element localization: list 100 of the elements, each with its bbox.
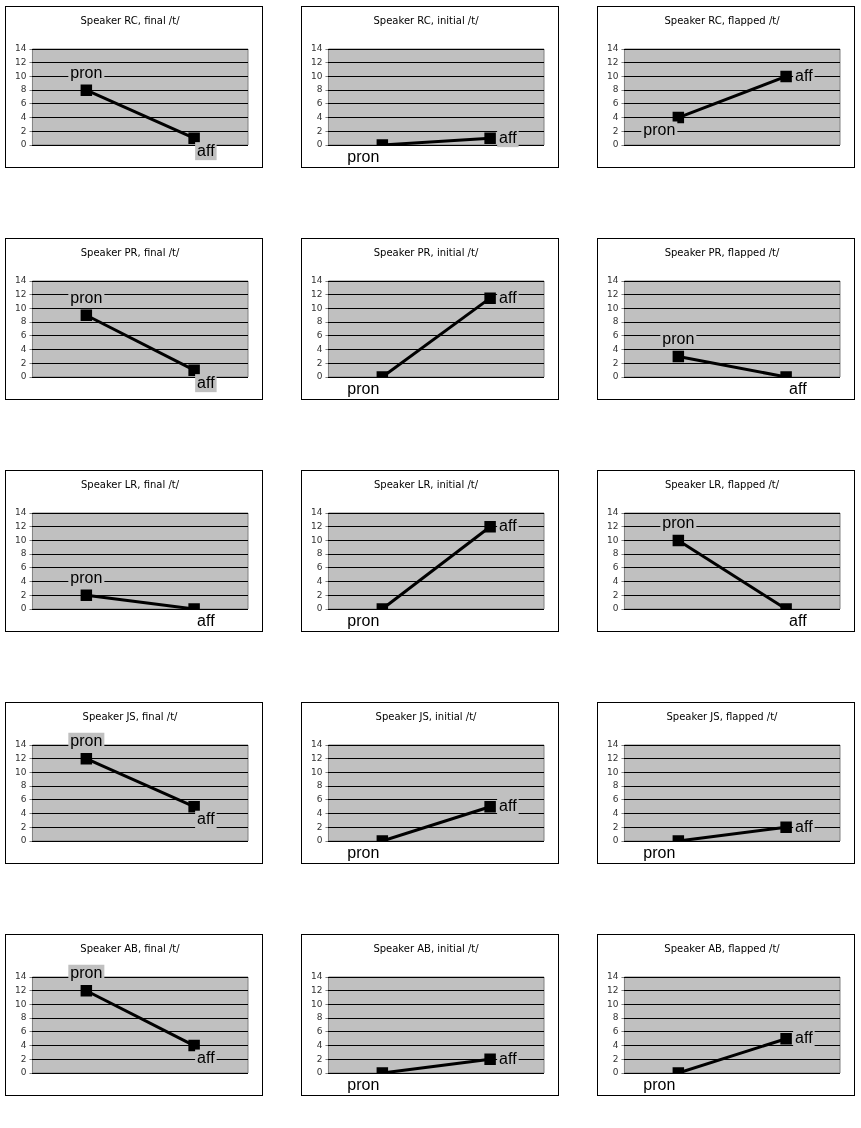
- y-tick-label: 4: [612, 343, 619, 354]
- y-tick-label: 10: [15, 534, 27, 545]
- x-tick-label: aff: [499, 128, 518, 146]
- y-tick-label: 0: [612, 835, 619, 846]
- y-tick-label: 4: [612, 807, 619, 818]
- x-tick-label: pron: [70, 568, 103, 586]
- y-tick-label: 8: [20, 316, 27, 327]
- y-tick-label: 8: [316, 84, 323, 95]
- y-tick-label: 8: [20, 780, 27, 791]
- x-tick-label: aff: [789, 380, 808, 398]
- y-tick-label: 10: [15, 766, 27, 777]
- y-tick-label: 14: [607, 43, 619, 54]
- chart-title: Speaker AB, initial /t/: [373, 942, 480, 954]
- y-tick-label: 6: [612, 1026, 619, 1037]
- y-tick-label: 8: [612, 84, 619, 95]
- x-tick-label: aff: [499, 517, 518, 535]
- y-tick-label: 12: [15, 985, 27, 996]
- y-tick-label: 14: [15, 275, 27, 286]
- x-tick-label: aff: [795, 1029, 814, 1047]
- y-tick-label: 14: [15, 739, 27, 750]
- x-tick-label: pron: [70, 288, 103, 306]
- y-tick-label: 14: [607, 507, 619, 518]
- y-tick-label: 6: [612, 794, 619, 805]
- y-tick-label: 4: [20, 575, 27, 586]
- x-tick-label: aff: [789, 612, 808, 630]
- chart-title: Speaker JS, final /t/: [82, 710, 179, 722]
- y-tick-label: 4: [316, 807, 323, 818]
- y-tick-label: 2: [612, 1053, 619, 1064]
- y-tick-label: 10: [607, 534, 619, 545]
- y-tick-label: 8: [316, 548, 323, 559]
- y-tick-label: 12: [311, 57, 323, 68]
- y-tick-label: 0: [316, 1067, 323, 1078]
- y-tick-label: 14: [15, 507, 27, 518]
- y-tick-label: 10: [311, 70, 323, 81]
- y-tick-label: 2: [20, 357, 27, 368]
- y-tick-label: 14: [311, 971, 323, 982]
- y-tick-label: 10: [15, 302, 27, 313]
- chart-title: Speaker JS, initial /t/: [375, 710, 478, 722]
- y-tick-label: 6: [316, 330, 323, 341]
- y-tick-label: 12: [607, 521, 619, 532]
- x-tick-label: pron: [643, 844, 676, 862]
- x-tick-label: pron: [70, 732, 103, 750]
- x-tick-label: pron: [347, 1076, 380, 1094]
- y-tick-label: 8: [316, 780, 323, 791]
- y-tick-label: 8: [612, 316, 619, 327]
- y-tick-label: 0: [20, 1067, 27, 1078]
- y-tick-label: 0: [612, 1067, 619, 1078]
- x-tick-label: aff: [499, 288, 518, 306]
- y-tick-label: 0: [316, 139, 323, 150]
- y-tick-label: 2: [612, 357, 619, 368]
- y-tick-label: 12: [607, 753, 619, 764]
- chart-title: Speaker RC, final /t/: [80, 14, 181, 26]
- y-tick-label: 10: [311, 766, 323, 777]
- chart-title: Speaker PR, final /t/: [80, 246, 180, 258]
- y-tick-label: 2: [612, 589, 619, 600]
- y-tick-label: 6: [20, 1026, 27, 1037]
- y-tick-label: 12: [607, 985, 619, 996]
- y-tick-label: 8: [612, 780, 619, 791]
- y-tick-label: 4: [20, 111, 27, 122]
- x-tick-label: aff: [795, 817, 814, 835]
- x-tick-label: aff: [197, 612, 216, 630]
- y-tick-label: 12: [311, 985, 323, 996]
- y-tick-label: 10: [311, 998, 323, 1009]
- chart-title: Speaker PR, initial /t/: [373, 246, 479, 258]
- y-tick-label: 2: [20, 1053, 27, 1064]
- x-tick-label: aff: [795, 66, 814, 84]
- x-tick-label: pron: [347, 380, 380, 398]
- y-tick-label: 2: [316, 821, 323, 832]
- chart-title: Speaker LR, initial /t/: [373, 478, 479, 490]
- y-tick-label: 14: [311, 507, 323, 518]
- y-tick-label: 12: [311, 289, 323, 300]
- y-tick-label: 6: [612, 330, 619, 341]
- x-tick-label: pron: [662, 329, 695, 347]
- chart-title: Speaker RC, initial /t/: [373, 14, 480, 26]
- y-tick-label: 10: [311, 302, 323, 313]
- y-tick-label: 6: [20, 794, 27, 805]
- x-tick-label: aff: [197, 810, 216, 828]
- y-tick-label: 4: [612, 575, 619, 586]
- x-tick-label: pron: [347, 612, 380, 630]
- y-tick-label: 10: [607, 998, 619, 1009]
- y-tick-label: 6: [612, 98, 619, 109]
- y-tick-label: 0: [612, 603, 619, 614]
- y-tick-label: 14: [311, 739, 323, 750]
- y-tick-label: 6: [612, 562, 619, 573]
- chart-title: Speaker LR, flapped /t/: [664, 478, 780, 490]
- y-tick-label: 12: [15, 521, 27, 532]
- y-tick-label: 8: [20, 1012, 27, 1023]
- y-tick-label: 14: [15, 971, 27, 982]
- y-tick-label: 8: [316, 1012, 323, 1023]
- x-tick-label: pron: [70, 964, 103, 982]
- y-tick-label: 14: [311, 275, 323, 286]
- y-tick-label: 0: [316, 603, 323, 614]
- y-tick-label: 6: [20, 562, 27, 573]
- y-tick-label: 12: [311, 753, 323, 764]
- x-tick-label: aff: [499, 1049, 518, 1067]
- y-tick-label: 4: [316, 575, 323, 586]
- y-tick-label: 6: [316, 794, 323, 805]
- y-tick-label: 10: [311, 534, 323, 545]
- y-tick-label: 8: [20, 548, 27, 559]
- y-tick-label: 4: [316, 111, 323, 122]
